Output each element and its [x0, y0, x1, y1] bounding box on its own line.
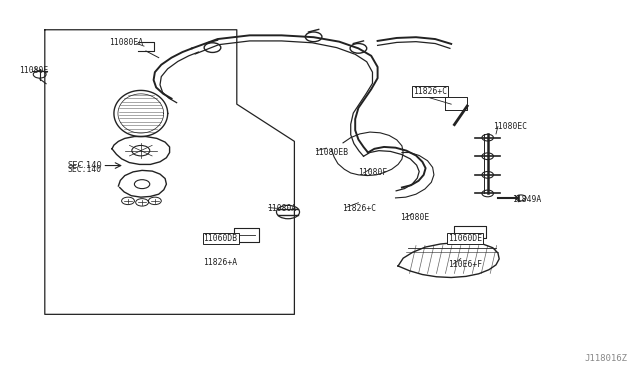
Text: 11060DB: 11060DB — [204, 234, 237, 243]
Text: 11060DE: 11060DE — [448, 234, 482, 243]
Text: J118016Z: J118016Z — [584, 354, 627, 363]
Text: 11080E: 11080E — [19, 66, 49, 75]
Text: 11080F: 11080F — [358, 169, 388, 177]
Text: SEC.140: SEC.140 — [67, 161, 102, 170]
Text: 11826+A: 11826+A — [204, 258, 237, 267]
Text: 11826+C: 11826+C — [413, 87, 447, 96]
Text: 11826+C: 11826+C — [342, 204, 376, 213]
Text: SEC.140: SEC.140 — [67, 165, 101, 174]
Text: 11080A: 11080A — [268, 204, 297, 213]
Text: 11080EA: 11080EA — [109, 38, 143, 47]
Text: 110E6+F: 110E6+F — [448, 260, 482, 269]
Text: 11080EC: 11080EC — [493, 122, 527, 131]
Text: 11080EB: 11080EB — [314, 148, 348, 157]
Text: 11849A: 11849A — [512, 195, 541, 203]
Text: 11080E: 11080E — [400, 213, 429, 222]
